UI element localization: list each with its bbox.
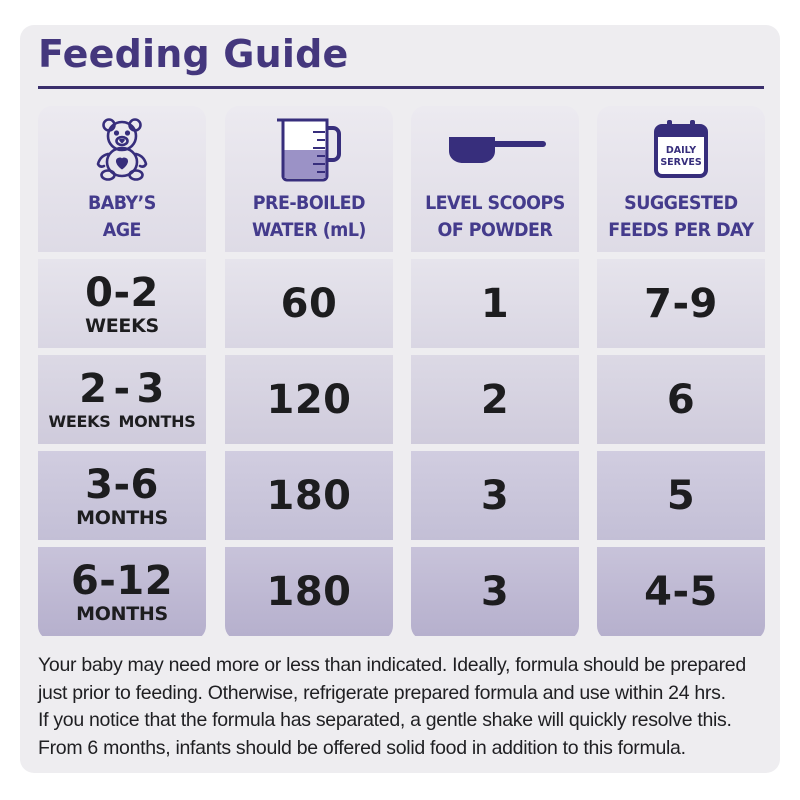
age-cell: 0-2 WEEKS bbox=[38, 259, 206, 348]
age-from: 2 bbox=[79, 365, 108, 412]
water-cell: 180 bbox=[225, 451, 393, 540]
age-dash: - bbox=[113, 365, 131, 412]
column-header-label: PRE-BOILED WATER (mL) bbox=[252, 192, 366, 241]
footnote-line: From 6 months, infants should be offered… bbox=[38, 736, 686, 759]
age-units: WEEKS MONTHS bbox=[49, 411, 196, 433]
age-cell: 2 - 3 WEEKS MONTHS bbox=[38, 355, 206, 444]
calendar-icon: DAILY SERVES bbox=[653, 114, 709, 184]
age-value: 6-12 bbox=[70, 557, 174, 604]
column-feeds: DAILY SERVES SUGGESTED FEEDS PER DAY 7-9… bbox=[597, 106, 765, 640]
age-value: 3-6 bbox=[85, 461, 159, 508]
footnote-line: Your baby may need more or less than ind… bbox=[38, 654, 746, 676]
water-cell: 180 bbox=[225, 547, 393, 636]
column-header-label: SUGGESTED FEEDS PER DAY bbox=[608, 192, 754, 241]
scoops-cell: 3 bbox=[411, 547, 579, 636]
feeds-cell: 6 bbox=[597, 355, 765, 444]
title-divider bbox=[38, 86, 764, 89]
scoops-cell: 1 bbox=[411, 259, 579, 348]
age-unit: MONTHS bbox=[76, 602, 168, 625]
age-unit: MONTHS bbox=[76, 506, 168, 529]
scoops-cell: 3 bbox=[411, 451, 579, 540]
calendar-serves-text: SERVES bbox=[660, 157, 701, 168]
water-cell: 120 bbox=[225, 355, 393, 444]
calendar-daily-text: DAILY bbox=[666, 145, 696, 156]
water-cell: 60 bbox=[225, 259, 393, 348]
teddy-bear-icon bbox=[89, 114, 155, 184]
age-to-unit: MONTHS bbox=[118, 411, 196, 431]
feeds-cell: 7-9 bbox=[597, 259, 765, 348]
column-header-feeds: DAILY SERVES SUGGESTED FEEDS PER DAY bbox=[597, 106, 765, 252]
feeds-cell: 4-5 bbox=[597, 547, 765, 636]
scoops-cell: 2 bbox=[411, 355, 579, 444]
column-water: PRE-BOILED WATER (mL) 60 120 180 180 bbox=[225, 106, 393, 640]
column-header-age: BABY’S AGE bbox=[38, 106, 206, 252]
measuring-jug-icon bbox=[273, 114, 345, 184]
age-cell: 6-12 MONTHS bbox=[38, 547, 206, 636]
scoop-icon bbox=[443, 114, 547, 184]
footnote-line: If you notice that the formula has separ… bbox=[38, 709, 732, 731]
footnote-line: just prior to feeding. Otherwise, refrig… bbox=[38, 681, 726, 704]
age-range: 2 - 3 bbox=[79, 367, 165, 411]
age-cell: 3-6 MONTHS bbox=[38, 451, 206, 540]
column-scoops: LEVEL SCOOPS OF POWDER 1 2 3 3 bbox=[411, 106, 579, 640]
feeds-cell: 5 bbox=[597, 451, 765, 540]
age-from-unit: WEEKS bbox=[48, 411, 111, 431]
age-value: 0-2 bbox=[85, 269, 159, 316]
age-unit: WEEKS bbox=[85, 314, 159, 337]
page-title: Feeding Guide bbox=[38, 32, 349, 76]
footnote: Your baby may need more or less than ind… bbox=[38, 652, 773, 762]
column-header-water: PRE-BOILED WATER (mL) bbox=[225, 106, 393, 252]
column-babys-age: BABY’S AGE 0-2 WEEKS 2 - 3 WEEKS MONTHS … bbox=[38, 106, 206, 640]
column-header-scoops: LEVEL SCOOPS OF POWDER bbox=[411, 106, 579, 252]
age-to: 3 bbox=[136, 365, 165, 412]
column-header-label: LEVEL SCOOPS OF POWDER bbox=[425, 192, 565, 241]
column-header-label: BABY’S AGE bbox=[88, 192, 156, 241]
